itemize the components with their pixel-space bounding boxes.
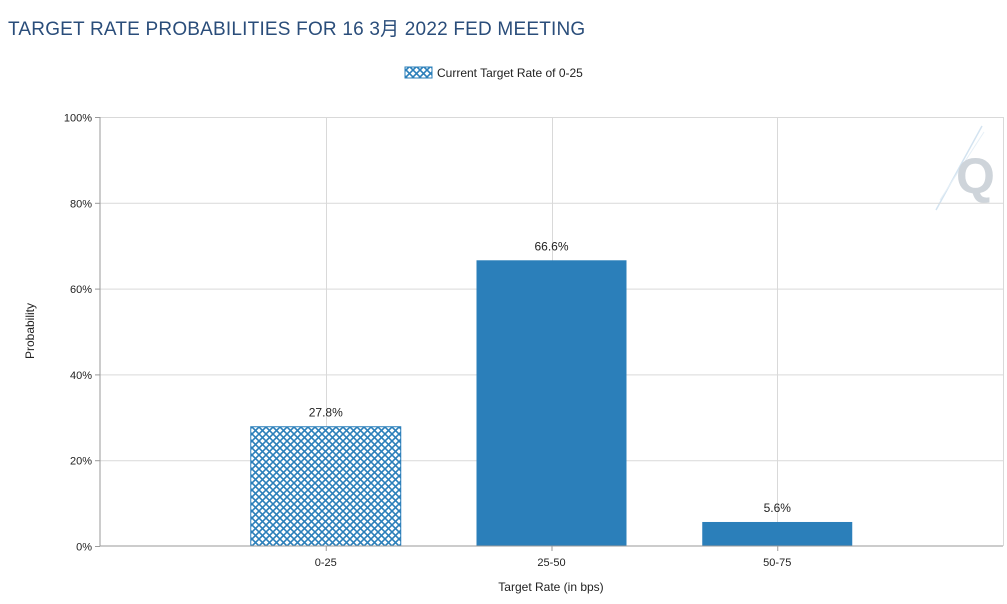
y-tick-label: 60% <box>70 284 92 296</box>
y-tick-label: 0% <box>76 542 92 554</box>
bar-50-75 <box>702 521 853 546</box>
bar-value-label: 5.6% <box>764 501 792 515</box>
y-tick-label: 100% <box>64 113 92 125</box>
y-tick-label: 40% <box>70 370 92 382</box>
x-axis-label: Target Rate (in bps) <box>498 580 603 594</box>
bar-value-label: 66.6% <box>534 239 568 253</box>
y-axis-label: Probability <box>23 303 37 359</box>
bar-25-50 <box>476 260 627 546</box>
x-tick-label: 25-50 <box>537 557 565 569</box>
legend-label: Current Target Rate of 0-25 <box>437 66 583 80</box>
x-tick-label: 0-25 <box>315 557 337 569</box>
x-tick-label: 50-75 <box>763 557 791 569</box>
watermark-q-logo: Q <box>935 125 995 211</box>
y-tick-label: 80% <box>70 198 92 210</box>
bar-value-label: 27.8% <box>309 406 343 420</box>
svg-text:Q: Q <box>956 148 995 204</box>
chart-title: TARGET RATE PROBABILITIES FOR 16 3月 2022… <box>8 19 586 40</box>
y-tick-label: 20% <box>70 456 92 468</box>
legend-swatch <box>404 66 433 79</box>
bar-0-25 <box>250 426 402 547</box>
